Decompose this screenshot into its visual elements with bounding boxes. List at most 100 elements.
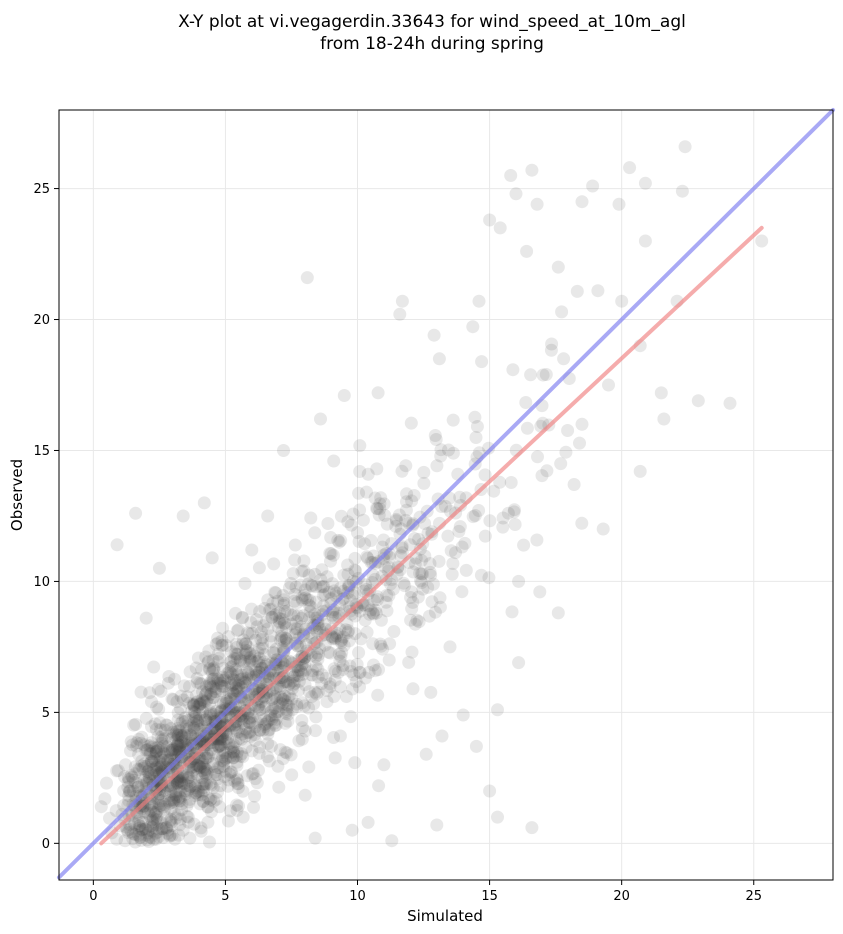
data-point	[171, 706, 185, 720]
data-point	[536, 368, 550, 382]
data-point	[160, 740, 174, 754]
data-point	[136, 822, 149, 836]
data-point	[174, 736, 188, 750]
data-point	[328, 664, 342, 678]
data-point	[332, 647, 346, 661]
data-point	[200, 765, 214, 778]
data-point	[272, 780, 286, 794]
data-point	[144, 747, 158, 761]
data-point	[149, 744, 163, 758]
data-point	[242, 711, 256, 725]
data-point	[128, 760, 142, 774]
data-point	[324, 554, 337, 568]
data-point	[171, 808, 185, 822]
data-point	[127, 784, 140, 798]
data-point	[278, 605, 292, 618]
data-point	[283, 676, 297, 690]
data-point	[232, 725, 246, 739]
data-point	[253, 723, 267, 737]
data-point	[146, 812, 160, 826]
data-point	[358, 537, 372, 551]
data-point	[229, 723, 243, 737]
data-point	[148, 753, 162, 767]
data-point	[288, 553, 302, 567]
data-point	[298, 583, 312, 597]
data-point	[241, 666, 255, 680]
data-point	[206, 715, 220, 729]
data-point	[367, 607, 380, 621]
data-point	[567, 478, 581, 491]
data-point	[245, 543, 259, 557]
data-point	[298, 724, 312, 738]
data-point	[278, 745, 292, 759]
data-point	[297, 564, 311, 578]
data-point	[404, 591, 418, 604]
data-point	[139, 770, 153, 784]
data-point	[269, 586, 283, 600]
data-point	[226, 751, 240, 765]
data-point	[315, 677, 329, 690]
data-point	[147, 660, 161, 674]
data-point	[470, 420, 484, 433]
data-point	[264, 739, 278, 753]
data-point	[94, 800, 108, 814]
data-point	[167, 793, 181, 807]
data-point	[341, 515, 355, 529]
data-point	[335, 633, 348, 647]
data-point	[132, 748, 146, 761]
data-point	[323, 546, 337, 560]
data-point	[373, 502, 387, 516]
data-point	[238, 647, 252, 661]
data-point	[173, 812, 187, 826]
data-point	[161, 823, 175, 837]
data-point	[216, 744, 230, 758]
y-tick-label: 20	[33, 313, 50, 328]
data-point	[221, 750, 235, 764]
data-point	[227, 673, 241, 687]
data-point	[196, 694, 210, 708]
data-point	[197, 777, 211, 791]
y-axis-ticks: 0 5 10 15 20 25	[33, 182, 59, 852]
data-point	[418, 549, 432, 563]
data-point	[434, 443, 448, 457]
data-point	[188, 789, 202, 803]
data-point	[334, 636, 348, 650]
data-point	[204, 805, 218, 819]
data-point	[507, 503, 521, 517]
data-point	[247, 800, 260, 814]
data-point	[305, 668, 318, 682]
data-point	[243, 711, 257, 725]
data-point	[314, 573, 328, 587]
data-point	[544, 343, 558, 357]
data-point	[204, 706, 218, 720]
data-point	[414, 574, 427, 588]
data-point	[353, 665, 366, 679]
data-point	[197, 766, 211, 780]
data-point	[214, 679, 228, 693]
data-point	[163, 796, 177, 810]
data-point	[164, 746, 178, 759]
data-point	[174, 791, 188, 805]
data-point	[372, 779, 386, 793]
data-point	[254, 625, 268, 639]
data-point	[186, 774, 200, 788]
data-point	[326, 632, 340, 646]
data-point	[203, 707, 217, 721]
data-point	[416, 582, 430, 596]
data-point	[135, 754, 149, 768]
data-point	[350, 657, 364, 671]
data-point	[173, 774, 187, 788]
data-point	[169, 788, 183, 802]
data-point	[321, 517, 335, 530]
data-point	[361, 815, 375, 829]
data-point	[166, 780, 180, 794]
data-point	[366, 637, 380, 651]
data-point	[174, 717, 187, 731]
data-point	[273, 682, 287, 696]
data-point	[468, 509, 482, 522]
data-point	[237, 657, 251, 671]
data-point	[428, 429, 442, 442]
data-point	[295, 714, 309, 727]
data-point	[225, 667, 239, 681]
data-point	[196, 795, 210, 808]
